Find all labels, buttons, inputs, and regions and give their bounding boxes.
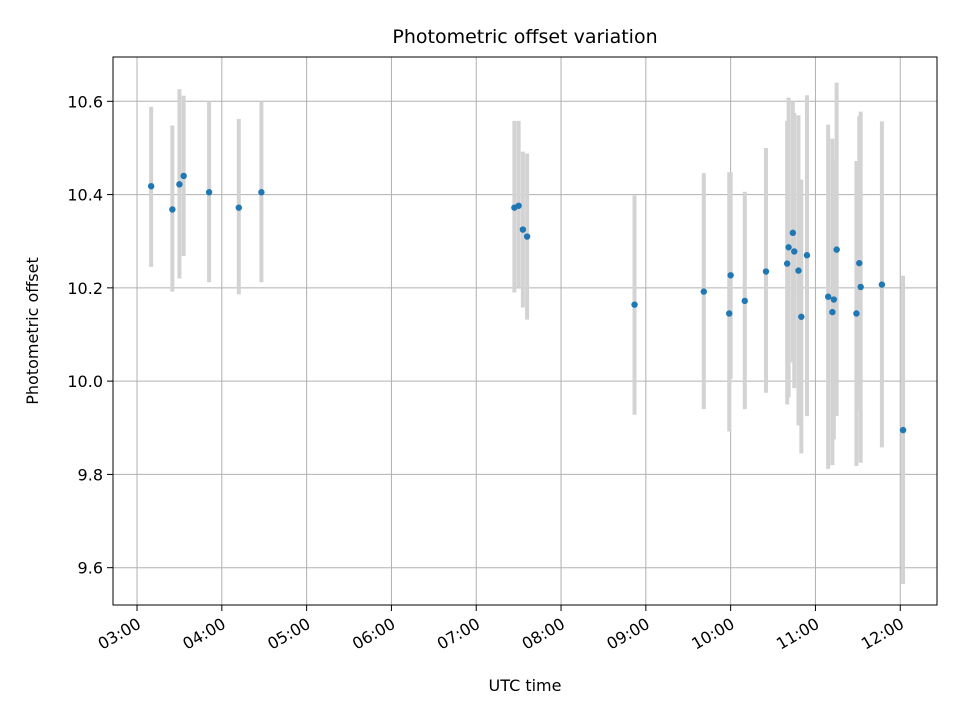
- data-point: [176, 181, 183, 188]
- x-tick-label: 04:00: [179, 614, 228, 654]
- x-tick-label: 08:00: [519, 614, 568, 654]
- data-point: [169, 206, 176, 213]
- y-tick-label: 9.6: [78, 559, 103, 578]
- data-point: [899, 426, 907, 434]
- data-point: [741, 297, 748, 305]
- data-point: [803, 252, 811, 259]
- y-tick-label: 10.2: [67, 279, 103, 298]
- data-point: [727, 272, 734, 279]
- data-point: [258, 189, 265, 196]
- data-point: [853, 310, 860, 317]
- x-tick-label: 09:00: [603, 614, 652, 654]
- x-tick-label: 07:00: [434, 614, 483, 654]
- x-tick-label: 11:00: [773, 614, 822, 654]
- data-point: [857, 283, 864, 291]
- data-point: [791, 248, 798, 255]
- grid-lines: [113, 57, 937, 605]
- y-axis-ticks: 9.6 9.8 10.0 10.2 10.4 10.6: [67, 92, 113, 578]
- chart-title: Photometric offset variation: [392, 26, 657, 48]
- x-axis-label: UTC time: [489, 676, 562, 695]
- x-tick-label: 06:00: [349, 614, 398, 654]
- x-tick-label: 12:00: [858, 614, 907, 654]
- x-tick-label: 05:00: [264, 614, 313, 654]
- data-point: [519, 226, 527, 233]
- data-point: [856, 259, 863, 267]
- x-tick-label: 03:00: [95, 614, 144, 654]
- plot-frame: [112, 56, 938, 606]
- data-point: [833, 246, 840, 253]
- data-point: [631, 301, 638, 308]
- y-tick-label: 9.8: [78, 465, 103, 484]
- data-point: [523, 233, 531, 240]
- data-point: [798, 313, 805, 320]
- data-point: [878, 281, 886, 288]
- y-axis-label: Photometric offset: [23, 257, 42, 405]
- error-bars: [149, 82, 906, 585]
- data-point: [700, 288, 707, 295]
- y-tick-label: 10.6: [67, 92, 103, 111]
- data-point: [762, 268, 770, 275]
- data-point: [783, 260, 791, 267]
- x-axis-ticks: 03:00 04:00 05:00 06:00 07:00 08:00 09:00 10:00…: [95, 605, 907, 654]
- data-point: [726, 310, 733, 317]
- data-point: [824, 293, 832, 300]
- y-tick-label: 10.0: [67, 372, 103, 391]
- data-point: [795, 267, 802, 274]
- data-point: [830, 296, 838, 303]
- x-tick-label: 10:00: [688, 614, 737, 654]
- data-point: [205, 189, 213, 196]
- data-point: [789, 229, 797, 237]
- data-point: [147, 182, 155, 190]
- data-points: [147, 172, 907, 434]
- data-point: [829, 308, 836, 316]
- y-tick-label: 10.4: [67, 186, 103, 205]
- data-point: [785, 244, 792, 251]
- data-point: [180, 172, 187, 180]
- data-point: [235, 204, 242, 211]
- data-point: [515, 202, 522, 209]
